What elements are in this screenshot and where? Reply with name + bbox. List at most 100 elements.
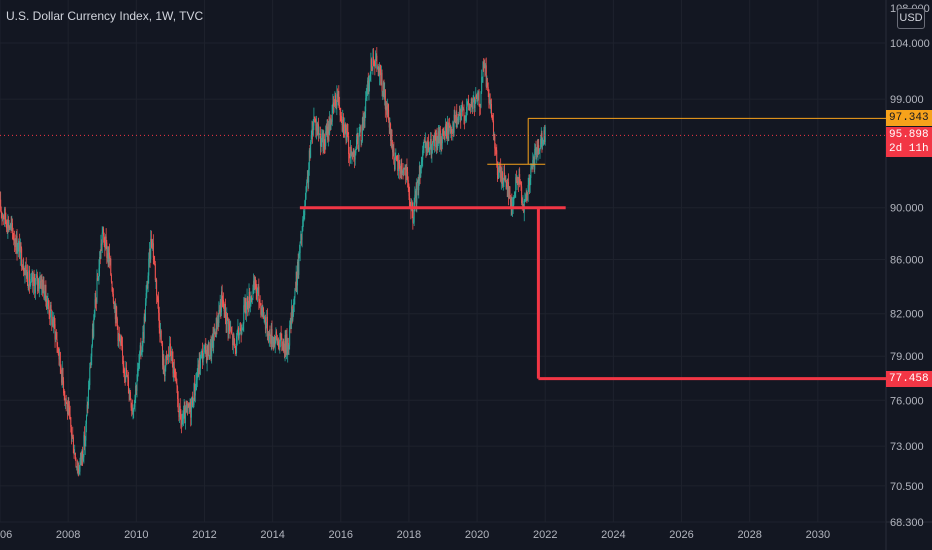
price-axis[interactable]: 104.000 99.000 90.000 86.000 82.000 79.000 76.… <box>890 3 930 529</box>
candle-body <box>464 116 466 122</box>
candle-body <box>169 343 171 353</box>
candle-body <box>206 345 208 363</box>
candle-body <box>326 126 328 135</box>
candle-body <box>310 141 312 158</box>
candle-body <box>146 284 148 294</box>
candle-body <box>482 62 484 77</box>
candle-body <box>266 316 268 337</box>
candle-body <box>310 135 312 142</box>
candle-body <box>522 204 524 205</box>
candle-body <box>207 345 209 356</box>
candle-body <box>219 309 221 313</box>
candle-body <box>330 120 332 130</box>
candle-body <box>315 118 317 131</box>
time-tick-label: 2006 <box>0 529 12 541</box>
candle-body <box>224 303 226 312</box>
candle-body <box>49 315 51 318</box>
candle-body <box>501 168 503 180</box>
candle-body <box>226 313 228 324</box>
candle-body <box>10 223 12 225</box>
candle-body <box>122 345 124 356</box>
candle-body <box>458 114 460 121</box>
candle-body <box>222 300 224 307</box>
candle-body <box>249 292 251 307</box>
candle-body <box>389 123 391 128</box>
currency-badge[interactable]: USD <box>897 8 925 29</box>
candle-body <box>460 107 462 121</box>
candle-body <box>481 76 483 78</box>
candle-body <box>380 73 382 85</box>
candle-body <box>380 72 382 85</box>
candle-body <box>152 243 154 247</box>
candle-body <box>34 282 36 294</box>
candle-body <box>382 90 384 92</box>
candle-body <box>108 252 110 262</box>
candle-body <box>453 114 455 133</box>
candle-body <box>7 219 9 231</box>
time-tick-label: 2028 <box>737 529 761 541</box>
candle-body <box>65 398 67 401</box>
candle-body <box>110 275 112 282</box>
chart-title: U.S. Dollar Currency Index, 1W, TVC <box>6 9 204 23</box>
candle-body <box>297 261 299 286</box>
candle-body <box>366 91 368 95</box>
candle-body <box>421 159 423 163</box>
candle-body <box>71 435 73 437</box>
candle-body <box>449 126 451 128</box>
candle-body <box>327 124 329 140</box>
candle-body <box>369 78 371 83</box>
candle-body <box>518 174 520 184</box>
candle-body <box>484 63 486 69</box>
candle-body <box>462 109 464 111</box>
candle-body <box>70 427 72 437</box>
candle-body <box>455 112 457 124</box>
candle-body <box>9 223 11 229</box>
candle-body <box>225 317 227 324</box>
candle-body <box>209 343 211 355</box>
candle-body <box>538 151 540 154</box>
candle-body <box>508 182 510 199</box>
candle-body <box>125 367 127 377</box>
candle-body <box>182 418 184 421</box>
candle-body <box>129 392 131 400</box>
candle-body <box>440 138 442 146</box>
candle-body <box>187 403 189 408</box>
candle-body <box>513 197 515 205</box>
candle-body <box>52 319 54 327</box>
candle-body <box>273 337 275 347</box>
candle-body <box>163 358 165 373</box>
candle-body <box>397 161 399 171</box>
resistance-price-tag: 97.343 <box>886 110 932 127</box>
candle-body <box>470 104 472 106</box>
candle-body <box>328 124 330 134</box>
candle-body <box>387 105 389 110</box>
candle-body <box>390 129 392 141</box>
candle-body <box>2 214 4 219</box>
candle-body <box>354 153 356 160</box>
candle-body <box>422 147 424 151</box>
candle-body <box>125 367 127 379</box>
candle-body <box>399 171 401 174</box>
candle-body <box>120 340 122 343</box>
time-axis[interactable]: 2006 2008 2010 2012 2014 2016 2018 2020 2022 2024… <box>0 529 830 541</box>
candle-body <box>208 342 210 359</box>
candle-body <box>174 370 176 378</box>
candle-body <box>500 168 502 182</box>
candle-body <box>158 312 160 328</box>
candle-body <box>0 211 2 213</box>
candle-body <box>70 417 72 428</box>
candle-body <box>33 277 35 283</box>
candle-body <box>321 132 323 134</box>
candle-body <box>93 319 95 337</box>
candle-body <box>91 346 93 357</box>
candle-body <box>368 82 370 95</box>
time-tick-label: 2008 <box>56 529 80 541</box>
candle-body <box>9 227 11 229</box>
candle-body <box>13 238 15 240</box>
candle-body <box>122 355 124 367</box>
candle-body <box>375 55 377 59</box>
candle-body <box>104 245 106 249</box>
candle-body <box>451 129 453 133</box>
candle-body <box>313 116 315 126</box>
